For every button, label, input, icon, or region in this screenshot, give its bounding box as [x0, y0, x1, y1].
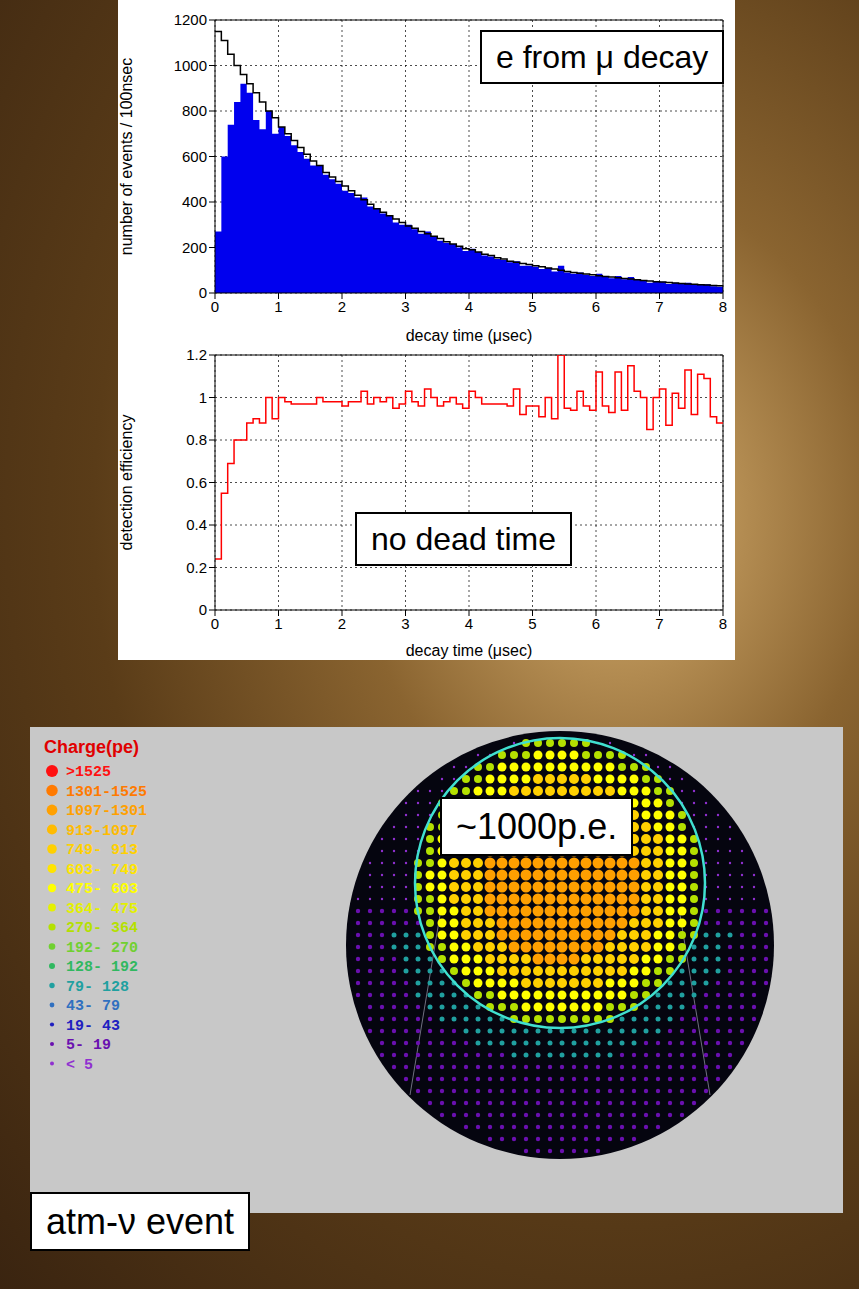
svg-text:603- 749: 603- 749	[66, 862, 138, 879]
svg-text:4: 4	[465, 615, 473, 632]
html-text:atm-ν event: atm-ν event	[46, 1201, 235, 1242]
svg-text:< 5: < 5	[66, 1057, 93, 1074]
svg-text:0.4: 0.4	[186, 516, 207, 533]
svg-text:19- 43: 19- 43	[66, 1018, 120, 1035]
svg-text:0: 0	[199, 601, 207, 618]
svg-text:800: 800	[182, 102, 207, 119]
html-text:e from μ decay: e from μ decay	[496, 39, 709, 75]
svg-text:270- 364: 270- 364	[66, 920, 138, 937]
svg-text:3: 3	[401, 298, 409, 315]
svg-text:3: 3	[401, 615, 409, 632]
svg-text:2: 2	[338, 615, 346, 632]
svg-text:8: 8	[719, 615, 727, 632]
svg-text:1200: 1200	[174, 11, 207, 28]
svg-text:0: 0	[211, 298, 219, 315]
svg-text:475- 603: 475- 603	[66, 881, 138, 898]
svg-text:1097-1301: 1097-1301	[66, 803, 147, 820]
svg-text:>1525: >1525	[66, 764, 111, 781]
svg-text:number of events / 100nsec: number of events / 100nsec	[118, 58, 135, 255]
svg-text:2: 2	[338, 298, 346, 315]
svg-text:1: 1	[274, 615, 282, 632]
svg-text:8: 8	[719, 298, 727, 315]
svg-text:1: 1	[274, 298, 282, 315]
svg-text:1301-1525: 1301-1525	[66, 784, 147, 801]
svg-text:7: 7	[655, 298, 663, 315]
svg-text:364- 475: 364- 475	[66, 901, 138, 918]
svg-text:1.2: 1.2	[186, 346, 207, 363]
svg-text:6: 6	[592, 615, 600, 632]
svg-text:43- 79: 43- 79	[66, 998, 120, 1015]
svg-text:0.2: 0.2	[186, 559, 207, 576]
svg-text:1: 1	[199, 389, 207, 406]
svg-text:749- 913: 749- 913	[66, 842, 138, 859]
svg-text:192- 270: 192- 270	[66, 940, 138, 957]
html-text:no dead time: no dead time	[371, 521, 556, 557]
svg-text:200: 200	[182, 239, 207, 256]
svg-text:4: 4	[465, 298, 473, 315]
svg-text:0.6: 0.6	[186, 474, 207, 491]
svg-text:1000: 1000	[174, 57, 207, 74]
svg-text:400: 400	[182, 193, 207, 210]
svg-text:0.8: 0.8	[186, 431, 207, 448]
svg-text:5- 19: 5- 19	[66, 1037, 111, 1054]
svg-text:7: 7	[655, 615, 663, 632]
svg-text:Charge(pe): Charge(pe)	[44, 737, 139, 757]
svg-text:detection efficiency: detection efficiency	[118, 415, 135, 551]
svg-text:0: 0	[199, 284, 207, 301]
svg-text:600: 600	[182, 148, 207, 165]
svg-text:decay time (μsec): decay time (μsec)	[406, 642, 533, 659]
svg-text:128- 192: 128- 192	[66, 959, 138, 976]
svg-text:5: 5	[528, 615, 536, 632]
html-text:~1000p.e.: ~1000p.e.	[456, 806, 618, 847]
svg-text:5: 5	[528, 298, 536, 315]
svg-text:79- 128: 79- 128	[66, 979, 129, 996]
svg-text:6: 6	[592, 298, 600, 315]
svg-text:decay time (μsec): decay time (μsec)	[406, 327, 533, 344]
svg-text:913-1097: 913-1097	[66, 823, 138, 840]
svg-text:0: 0	[211, 615, 219, 632]
